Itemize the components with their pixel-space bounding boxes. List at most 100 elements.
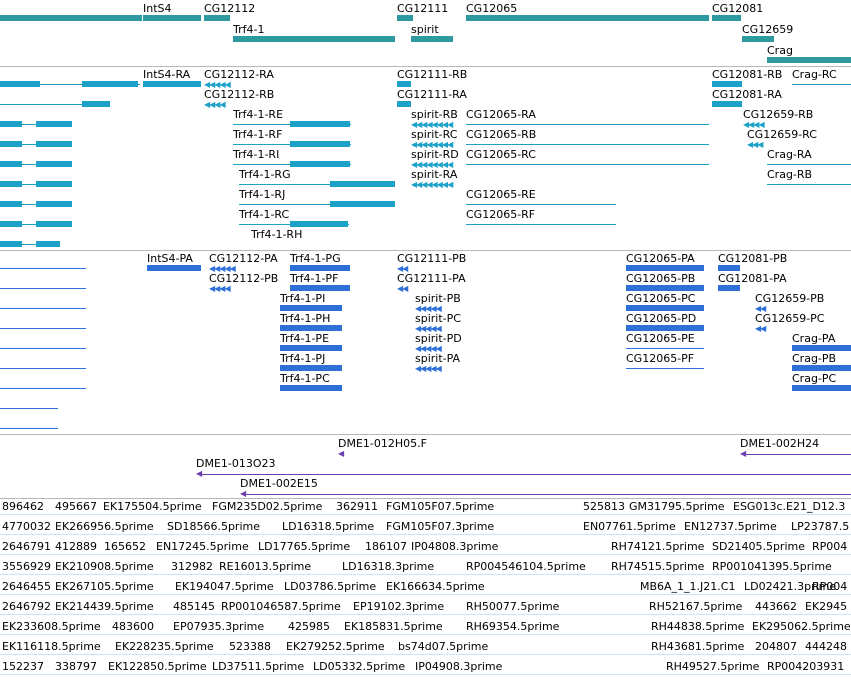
transcript-label[interactable]: Trf4-1-RC (239, 208, 290, 221)
est-label[interactable]: RH52167.5prime (649, 600, 743, 613)
est-label[interactable]: RP001046587.5prime (221, 600, 341, 613)
cds-glyph[interactable] (0, 348, 86, 349)
transcript-label[interactable]: CG12065-RC (466, 148, 536, 161)
insertion-glyph[interactable] (746, 454, 851, 455)
transcript-label[interactable]: CG12081-RB (712, 68, 783, 81)
transcript-label[interactable]: Crag-RA (767, 148, 812, 161)
est-label[interactable]: RE16013.5prime (219, 560, 312, 573)
insertion-glyph[interactable]: ◀ (240, 489, 246, 498)
insertion-glyph[interactable]: ◀ (740, 449, 746, 458)
est-label[interactable]: RP001041395.5prime (712, 560, 832, 573)
transcript-glyph[interactable] (0, 121, 22, 127)
transcript-label[interactable]: Trf4-1-RI (233, 148, 280, 161)
cds-glyph[interactable]: ◀◀◀◀◀ (415, 344, 442, 353)
transcript-glyph[interactable] (36, 221, 72, 227)
gene-glyph[interactable] (742, 36, 774, 42)
est-label[interactable]: 152237 (2, 660, 44, 673)
est-label[interactable]: RP004 (812, 540, 848, 553)
cds-glyph[interactable] (626, 348, 704, 349)
transcript-label[interactable]: CG12065-RE (466, 188, 536, 201)
cds-glyph[interactable] (626, 285, 704, 291)
est-label[interactable]: 495667 (55, 500, 97, 513)
protein-label[interactable]: Trf4-1-PJ (280, 352, 326, 365)
insertion-label[interactable]: DME1-012H05.F (338, 437, 427, 450)
est-label[interactable]: LD16318.5prime (282, 520, 375, 533)
protein-label[interactable]: Trf4-1-PH (280, 312, 331, 325)
transcript-label[interactable]: CG12659-RC (747, 128, 817, 141)
cds-glyph[interactable] (626, 325, 704, 331)
est-label[interactable]: IP04808.3prime (411, 540, 499, 553)
protein-label[interactable]: CG12112-PA (209, 252, 278, 265)
protein-label[interactable]: CG12065-PF (626, 352, 695, 365)
est-label[interactable]: RH43681.5prime (651, 640, 745, 653)
insertion-glyph[interactable]: ◀ (196, 469, 202, 478)
transcript-glyph[interactable] (330, 181, 395, 187)
transcript-label[interactable]: spirit-RD (411, 148, 459, 161)
transcript-glyph[interactable] (397, 81, 411, 87)
est-label[interactable]: EP19102.3prime (353, 600, 445, 613)
transcript-label[interactable]: Crag-RC (792, 68, 837, 81)
est-label[interactable]: IP04908.3prime (415, 660, 503, 673)
protein-label[interactable]: Trf4-1-PE (280, 332, 330, 345)
est-label[interactable]: LD02421.3prime (744, 580, 837, 593)
transcript-glyph[interactable] (792, 84, 851, 85)
cds-glyph[interactable] (280, 305, 342, 311)
transcript-glyph[interactable] (397, 101, 411, 107)
est-label[interactable]: EK214439.5prime (55, 600, 154, 613)
cds-glyph[interactable] (280, 325, 342, 331)
est-label[interactable]: EK266956.5prime (55, 520, 154, 533)
est-label[interactable]: bs74d07.5prime (398, 640, 489, 653)
est-label[interactable]: EP07935.3prime (173, 620, 265, 633)
est-label[interactable]: LD03786.5prime (284, 580, 377, 593)
est-label[interactable]: EK295062.5prime (752, 620, 851, 633)
transcript-label[interactable]: CG12112-RA (204, 68, 274, 81)
cds-glyph[interactable] (0, 328, 86, 329)
gene-glyph[interactable] (233, 36, 395, 42)
transcript-glyph[interactable] (767, 184, 851, 185)
est-label[interactable]: EK267105.5prime (55, 580, 154, 593)
est-label[interactable]: EK122850.5prime (108, 660, 207, 673)
protein-label[interactable]: CG12081-PA (718, 272, 787, 285)
protein-label[interactable]: CG12111-PA (397, 272, 466, 285)
transcript-glyph[interactable] (82, 101, 110, 107)
insertion-glyph[interactable]: ◀ (338, 449, 344, 458)
cds-glyph[interactable]: ◀◀ (397, 284, 408, 293)
transcript-label[interactable]: Trf4-1-RJ (239, 188, 286, 201)
est-label[interactable]: RH49527.5prime (666, 660, 760, 673)
transcript-glyph[interactable] (143, 81, 201, 87)
est-label[interactable]: 2646455 (2, 580, 51, 593)
transcript-glyph[interactable]: ◀◀◀◀ (204, 100, 226, 109)
est-label[interactable]: EK210908.5prime (55, 560, 154, 573)
transcript-label[interactable]: Crag-RB (767, 168, 813, 181)
est-label[interactable]: EK116118.5prime (2, 640, 101, 653)
est-label[interactable]: 338797 (55, 660, 97, 673)
transcript-glyph[interactable] (290, 161, 350, 167)
protein-label[interactable]: Crag-PA (792, 332, 836, 345)
est-label[interactable]: 2646791 (2, 540, 51, 553)
est-label[interactable]: RP004203931 (767, 660, 845, 673)
est-label[interactable]: EK175504.5prime (103, 500, 202, 513)
transcript-glyph[interactable] (466, 164, 709, 165)
cds-glyph[interactable] (0, 388, 86, 389)
transcript-label[interactable]: Trf4-1-RE (233, 108, 284, 121)
cds-glyph[interactable] (0, 368, 86, 369)
est-label[interactable]: SD18566.5prime (167, 520, 260, 533)
cds-glyph[interactable] (792, 365, 851, 371)
est-label[interactable]: 444248 (805, 640, 847, 653)
transcript-glyph[interactable] (0, 161, 22, 167)
protein-label[interactable]: CG12112-PB (209, 272, 279, 285)
est-label[interactable]: EN17245.5prime (156, 540, 249, 553)
transcript-glyph[interactable] (330, 201, 395, 207)
transcript-label[interactable]: CG12065-RA (466, 108, 536, 121)
gene-glyph[interactable] (204, 15, 230, 21)
est-label[interactable]: 312982 (171, 560, 213, 573)
transcript-glyph[interactable] (0, 201, 22, 207)
protein-label[interactable]: Trf4-1-PI (280, 292, 326, 305)
protein-label[interactable]: CG12065-PB (626, 272, 696, 285)
protein-label[interactable]: CG12065-PD (626, 312, 697, 325)
cds-glyph[interactable]: ◀◀ (397, 264, 408, 273)
transcript-glyph[interactable] (0, 241, 22, 247)
gene-glyph[interactable] (0, 15, 142, 21)
insertion-label[interactable]: DME1-013O23 (196, 457, 276, 470)
transcript-glyph[interactable] (36, 201, 72, 207)
